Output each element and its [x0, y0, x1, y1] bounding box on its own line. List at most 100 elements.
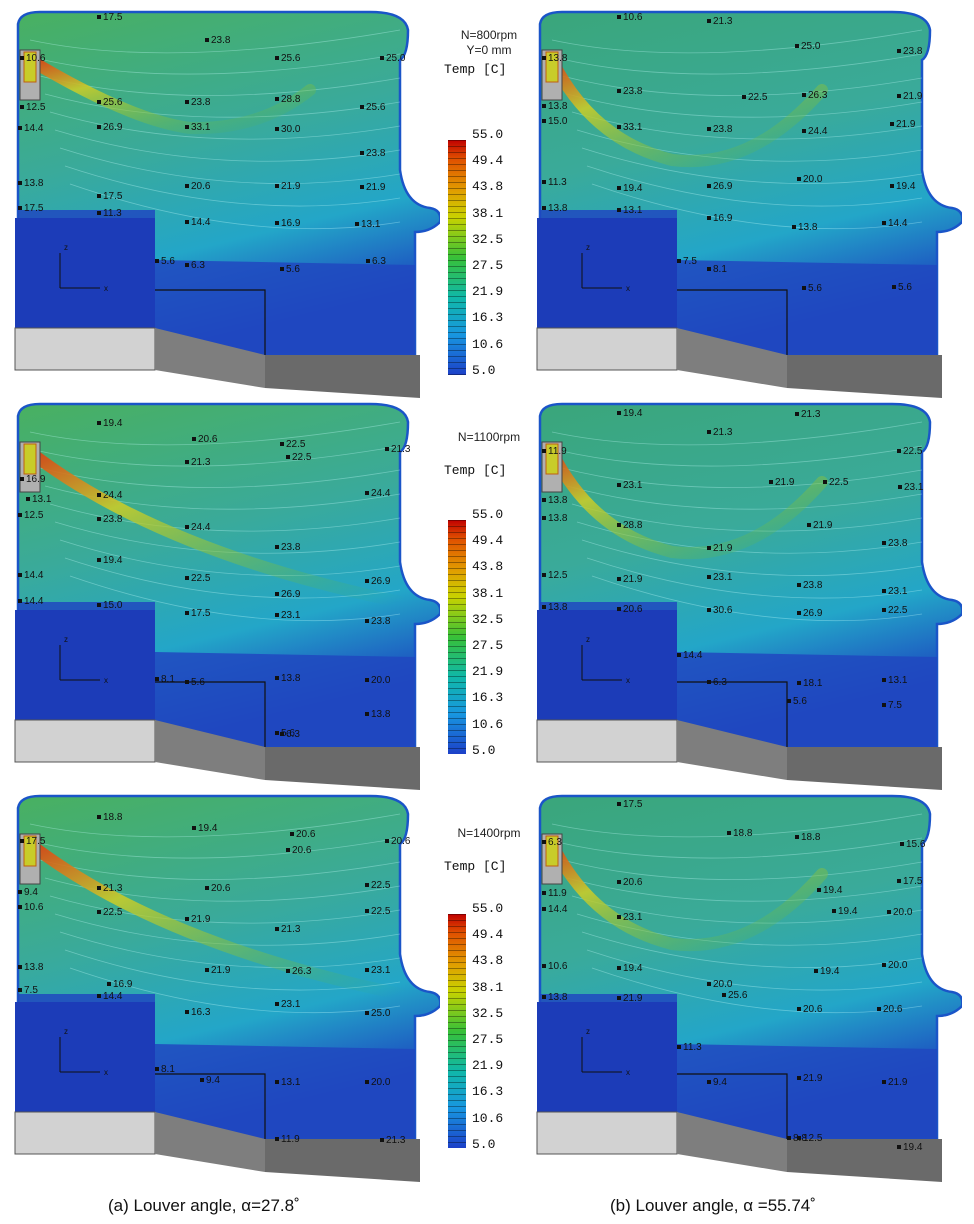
temperature-probe-label: 12.5: [542, 570, 567, 581]
temperature-probe-label: 14.4: [97, 991, 122, 1002]
isotherm-line: [39, 859, 401, 880]
isotherm-line: [571, 503, 923, 532]
temperature-probe-label: 19.4: [617, 963, 642, 974]
front-seat-block: [537, 1002, 677, 1112]
temperature-probe-label: 11.3: [97, 208, 122, 219]
temperature-probe-label: 21.9: [807, 520, 832, 531]
seat-base-dark: [787, 355, 942, 398]
temperature-probe-label: 23.8: [360, 148, 385, 159]
seat-base-mid: [677, 1112, 787, 1172]
legend-tick-label: 21.9: [472, 664, 504, 680]
temperature-probe-label: 13.1: [882, 675, 907, 686]
legend-tick-label: 27.5: [472, 258, 504, 273]
isotherm-line: [44, 93, 401, 118]
x-axis-label: x: [626, 1068, 630, 1077]
temperature-probe-label: 21.3: [795, 409, 820, 420]
temperature-probe-label: 13.8: [542, 513, 567, 524]
isotherm-line: [566, 485, 923, 510]
temperature-probe-label: 26.9: [365, 576, 390, 587]
temperature-probe-label: 13.8: [542, 101, 567, 112]
legend-tick-label: 5.0: [472, 742, 496, 758]
isotherm-line: [69, 575, 401, 622]
temperature-probe-label: 20.6: [617, 604, 642, 615]
isotherm-line: [551, 421, 923, 446]
seat-base-dark: [265, 1139, 420, 1182]
temperature-probe-label: 10.6: [542, 961, 567, 972]
isotherm-line: [581, 931, 923, 968]
caption-b: (b) Louver angle, α =55.74˚: [610, 1196, 816, 1215]
temperature-probe-label: 23.8: [275, 542, 300, 553]
temperature-probe-label: 21.3: [380, 1135, 405, 1146]
temperature-probe-label: 20.6: [877, 1004, 902, 1015]
temperature-probe-label: 22.5: [365, 880, 390, 891]
temperature-probe-label: 16.9: [275, 218, 300, 229]
temperature-probe-label: 21.9: [275, 181, 300, 192]
legend-tick-label: 5.0: [472, 1136, 496, 1152]
front-seat-block: [15, 218, 155, 328]
temperature-probe-label: 14.4: [677, 650, 702, 661]
temperature-probe-label: 13.8: [542, 53, 567, 64]
seat-base-light: [14, 1111, 156, 1155]
temperature-probe-label: 16.9: [20, 474, 45, 485]
temperature-probe-label: 14.4: [18, 123, 43, 134]
rear-seat-outline: [677, 1073, 788, 1139]
temperature-probe-label: 17.5: [97, 191, 122, 202]
temperature-probe-label: 9.4: [707, 1077, 727, 1088]
temperature-probe-label: 20.0: [365, 675, 390, 686]
temperature-probe-label: 19.4: [192, 823, 217, 834]
isotherm-line: [49, 503, 401, 532]
legend-tick-label: 5.0: [472, 362, 496, 378]
isotherm-line: [39, 467, 401, 488]
legend-tick-label: 21.9: [472, 284, 504, 300]
temperature-probe-label: 21.9: [707, 543, 732, 554]
temperature-probe-label: 33.1: [185, 122, 210, 133]
temperature-probe-label: 28.8: [617, 520, 642, 531]
temperature-probe-label: 13.8: [542, 203, 567, 214]
temperature-probe-label: 11.3: [677, 1042, 702, 1053]
rear-seat-outline: [155, 289, 266, 355]
temperature-probe-label: 10.6: [20, 53, 45, 64]
legend-tick-label: 21.9: [472, 1058, 504, 1074]
legend-tick-label: 10.6: [472, 336, 504, 352]
temperature-probe-label: 25.0: [795, 41, 820, 52]
temperature-probe-label: 5.6: [155, 256, 175, 267]
temperature-probe-label: 18.8: [727, 828, 752, 839]
front-seat-block: [537, 610, 677, 720]
seat-base-light: [14, 327, 156, 371]
temperature-probe-label: 17.5: [97, 12, 122, 23]
temperature-probe-label: 25.6: [97, 97, 122, 108]
temperature-probe-label: 11.9: [542, 888, 567, 899]
seat-base-mid: [677, 720, 787, 780]
isotherm-line: [561, 859, 923, 880]
temperature-probe-label: 23.1: [882, 586, 907, 597]
temperature-probe-label: 23.1: [898, 482, 923, 493]
x-axis-label: x: [626, 284, 630, 293]
x-axis-label: x: [104, 1068, 108, 1077]
seat-base-mid: [155, 1112, 265, 1172]
legend-tick-label: 43.8: [472, 559, 504, 575]
temperature-probe-label: 11.9: [542, 446, 567, 457]
legend-tick-label: 27.5: [472, 1032, 504, 1047]
legend-tick-label: 43.8: [472, 953, 504, 969]
temperature-probe-label: 16.9: [107, 979, 132, 990]
temperature-probe-label: 19.4: [97, 418, 122, 429]
temperature-probe-label: 21.9: [769, 477, 794, 488]
seat-base-light: [536, 719, 678, 763]
temperature-probe-label: 19.4: [617, 408, 642, 419]
temperature-probe-label: 21.3: [275, 924, 300, 935]
temperature-probe-label: 19.4: [832, 906, 857, 917]
isotherm-line: [49, 895, 401, 924]
temperature-probe-label: 13.8: [792, 222, 817, 233]
temperature-probe-label: 23.1: [617, 480, 642, 491]
legend-tick-label: 38.1: [472, 979, 504, 995]
temperature-probe-label: 18.8: [795, 832, 820, 843]
isotherm-line: [29, 29, 401, 54]
temperature-probe-label: 18.1: [797, 678, 822, 689]
legend-800: N=800rpm Y=0 mm Temp [C] 55.0 49.4 43.8 38.…: [444, 28, 534, 388]
temperature-probe-label: 15.6: [900, 839, 925, 850]
temperature-probe-label: 22.5: [882, 605, 907, 616]
temperature-probe-label: 16.9: [707, 213, 732, 224]
isotherm-line: [566, 877, 923, 902]
temperature-probe-label: 23.8: [185, 97, 210, 108]
front-seat-block: [15, 1002, 155, 1112]
